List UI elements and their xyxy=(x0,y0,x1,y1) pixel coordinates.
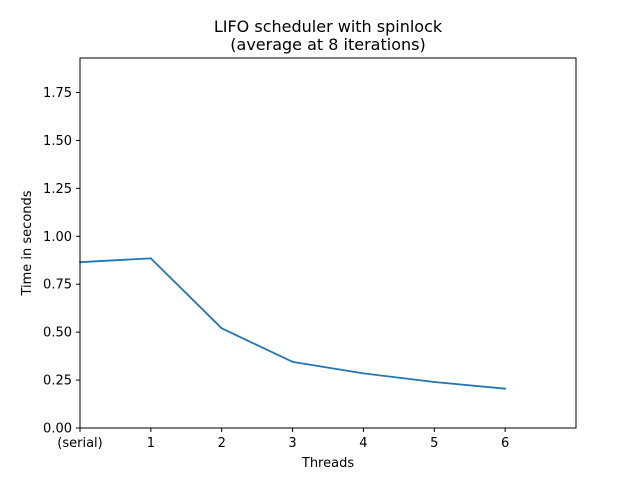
data-point xyxy=(149,257,152,260)
x-tick-label: (serial) xyxy=(57,436,102,451)
data-point xyxy=(504,387,507,390)
x-tick-label: 6 xyxy=(501,436,509,451)
x-tick-label: 4 xyxy=(359,436,367,451)
y-tick-label: 1.50 xyxy=(43,134,72,149)
plot-area-frame xyxy=(79,57,577,429)
chart-title: LIFO scheduler with spinlock (average at… xyxy=(214,17,443,54)
chart-title-line-1: LIFO scheduler with spinlock xyxy=(214,17,443,36)
y-tick-label: 0.75 xyxy=(43,278,72,293)
x-axis-label: Threads xyxy=(301,456,354,471)
y-tick-label: 0.50 xyxy=(43,326,72,341)
series-group xyxy=(79,257,507,390)
x-tick-label: 1 xyxy=(147,436,155,451)
y-tick-label: 0.25 xyxy=(43,374,72,389)
chart-title-line-2: (average at 8 iterations) xyxy=(230,35,425,54)
x-tick-label: 3 xyxy=(288,436,296,451)
data-point xyxy=(362,372,365,375)
y-tick-label: 0.00 xyxy=(43,422,72,437)
data-point xyxy=(433,381,436,383)
data-point xyxy=(220,327,223,330)
x-tick-label: 2 xyxy=(218,436,226,451)
y-tick-label: 1.25 xyxy=(43,182,72,197)
series-line xyxy=(79,257,506,390)
x-tick-label: 5 xyxy=(430,436,438,451)
y-tick-label: 1.75 xyxy=(43,86,72,101)
y-axis-label: Time in seconds xyxy=(20,190,35,296)
y-tick-label: 1.00 xyxy=(43,230,72,245)
data-point xyxy=(291,360,294,363)
axis-ticks: (serial) 1 2 3 4 5 6 0.00 0.25 0.50 0.75 1.00 1.25 1.… xyxy=(43,86,509,451)
